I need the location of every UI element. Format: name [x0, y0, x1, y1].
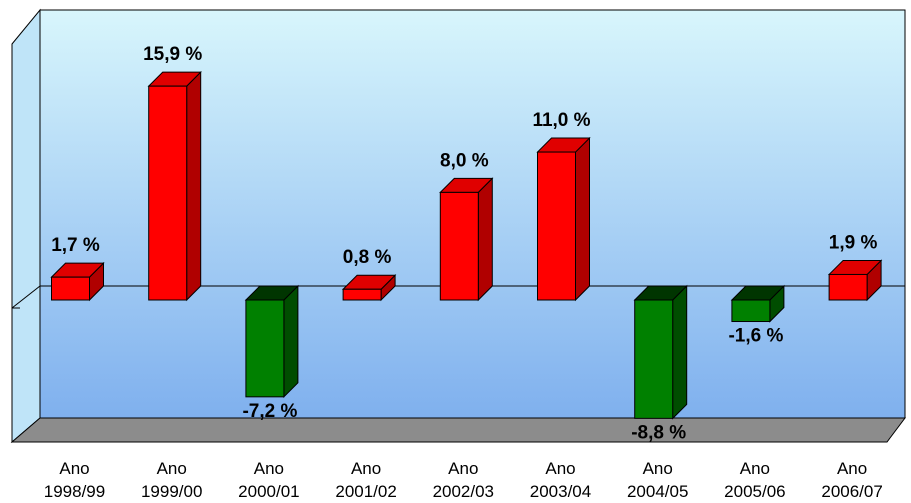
- bar-side: [477, 177, 493, 302]
- x-tick-label-line2: 1999/00: [141, 482, 202, 501]
- x-tick-label-line2: 2002/03: [433, 482, 494, 501]
- x-tick-label-line1: Ano: [837, 459, 867, 478]
- chart-floor: [10, 417, 906, 443]
- bar-2: [244, 284, 300, 399]
- x-tick-label-line1: Ano: [59, 459, 89, 478]
- x-tick-label-line2: 2005/06: [724, 482, 785, 501]
- data-label: 1,7 %: [51, 235, 100, 256]
- bar-front: [245, 299, 285, 398]
- x-tick-label-line2: 2000/01: [238, 482, 299, 501]
- bar-0: [50, 261, 105, 302]
- bar-side: [672, 284, 688, 420]
- bar-side: [283, 284, 299, 399]
- x-tick-label-line1: Ano: [157, 459, 187, 478]
- data-label: 15,9 %: [143, 44, 202, 65]
- data-labels-group: 1,7 % 15,9 % -7,2 % 0,8 % 8,0 % 11,0 % -8,8 % -…: [51, 44, 877, 443]
- x-tick-label-line1: Ano: [254, 459, 284, 478]
- bars-group: [50, 70, 883, 420]
- bar-front: [731, 299, 771, 323]
- data-label: 8,0 %: [440, 150, 489, 171]
- x-tick-label-line1: Ano: [643, 459, 673, 478]
- data-label: -8,8 %: [631, 422, 686, 443]
- bar-front: [439, 191, 479, 301]
- data-label: -7,2 %: [242, 401, 297, 422]
- bar-7: [730, 284, 786, 323]
- x-tick-label-line1: Ano: [448, 459, 478, 478]
- x-tick-label-line2: 2004/05: [627, 482, 688, 501]
- bar-5: [536, 136, 591, 302]
- bar-6: [633, 284, 688, 420]
- x-tick-label-line1: Ano: [740, 459, 770, 478]
- data-label: -1,6 %: [728, 326, 783, 347]
- bar-front: [148, 85, 188, 301]
- x-tick-label-line1: Ano: [351, 459, 381, 478]
- data-label: 11,0 %: [532, 110, 590, 131]
- bar-side: [575, 136, 590, 302]
- bar-front: [342, 288, 382, 301]
- x-tick-label-line2: 2003/04: [530, 482, 591, 501]
- bar-front: [634, 299, 674, 419]
- bar-1: [147, 70, 202, 302]
- zero-line-side: [11, 285, 41, 309]
- x-tick-label-line2: 2006/07: [821, 482, 882, 501]
- bar-4: [439, 177, 494, 302]
- data-label: 0,8 %: [343, 247, 392, 268]
- x-tick-label-line1: Ano: [545, 459, 575, 478]
- x-tick-label-line2: 2001/02: [335, 482, 396, 501]
- bar-side: [186, 70, 202, 302]
- bar-front: [51, 276, 90, 301]
- bar-front: [537, 151, 576, 301]
- bar-3: [341, 274, 397, 302]
- bar-front: [828, 273, 868, 301]
- data-label: 1,9 %: [829, 232, 878, 253]
- x-tick-label-line2: 1998/99: [44, 482, 105, 501]
- bar-8: [827, 259, 883, 302]
- side-wall: [11, 8, 41, 444]
- x-tick-labels-group: Ano 1998/99 Ano 1999/00 Ano 2000/01 Ano 2001/02…: [44, 459, 883, 501]
